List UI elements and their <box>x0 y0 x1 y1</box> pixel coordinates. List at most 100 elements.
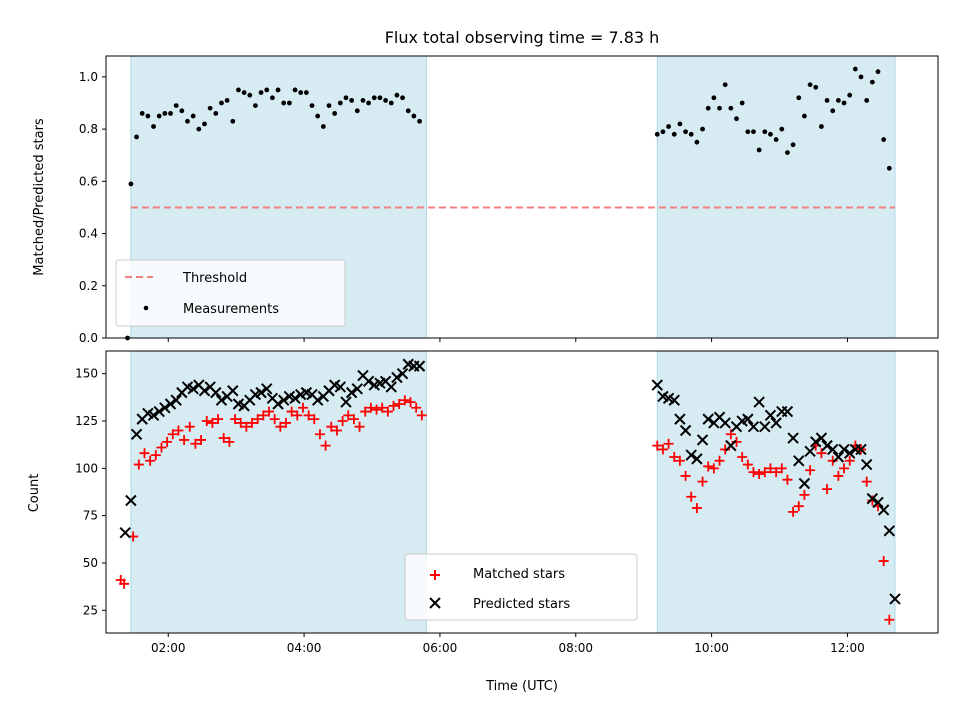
legend-matched-label: Matched stars <box>473 567 565 582</box>
predicted-stars-point <box>883 525 896 537</box>
predicted-stars-point <box>889 593 901 605</box>
measurements-point <box>734 116 739 122</box>
x-axis-label: Time (UTC) <box>485 679 558 694</box>
legend-predicted-label: Predicted stars <box>473 597 570 612</box>
measurements-point <box>717 105 722 111</box>
predicted-stars-point <box>770 417 782 429</box>
matched-stars-point <box>861 476 872 487</box>
top-panel: 0.0 0.2 0.4 0.6 0.8 1.0 <box>79 55 939 345</box>
matched-stars-point <box>331 425 342 436</box>
predicted-stars-point <box>668 394 680 406</box>
measurements-point <box>751 129 756 135</box>
legend-measurements-swatch <box>143 305 149 311</box>
measurements-point <box>258 90 264 95</box>
bottom-y-tick-label: 150 <box>75 367 98 381</box>
predicted-stars-point <box>125 494 137 507</box>
matched-stars-point <box>680 470 691 481</box>
matched-stars-point <box>652 440 663 451</box>
matched-stars-point <box>674 455 685 466</box>
predicted-stars-point <box>311 394 324 406</box>
measurements-point <box>337 100 343 106</box>
matched-stars-point <box>365 402 376 413</box>
measurements-point <box>858 74 864 80</box>
measurements-point <box>417 118 422 124</box>
matched-stars-point <box>156 442 167 453</box>
measurements-point <box>886 165 892 171</box>
measurements-point <box>264 87 270 93</box>
measurements-point <box>156 113 162 119</box>
matched-stars-point <box>754 469 765 480</box>
measurements-point <box>807 82 813 88</box>
measurements-point <box>315 113 321 119</box>
matched-stars-point <box>280 417 291 428</box>
predicted-stars-point <box>334 381 347 393</box>
measurements-point <box>162 111 168 116</box>
measurements-point <box>213 111 219 116</box>
measurements-point <box>824 97 830 103</box>
bottom-shaded-span-2 <box>656 350 896 634</box>
matched-stars-point <box>201 416 212 427</box>
predicted-stars-point <box>385 381 397 393</box>
measurements-point <box>869 79 875 85</box>
matched-stars-point <box>360 406 371 417</box>
measurements-point <box>173 103 179 109</box>
measurements-point <box>864 97 870 103</box>
matched-stars-point <box>269 414 280 425</box>
measurements-point <box>168 111 173 116</box>
measurements-point <box>190 113 196 119</box>
predicted-stars-point <box>753 396 765 408</box>
measurements-point <box>360 97 366 103</box>
predicted-stars-point <box>798 477 811 490</box>
predicted-stars-point <box>674 413 686 425</box>
measurements-point <box>349 97 355 103</box>
measurements-point <box>666 124 671 129</box>
predicted-stars-point <box>821 439 833 452</box>
measurements-point <box>230 118 236 124</box>
top-plot-frame <box>105 55 939 339</box>
matched-stars-point <box>748 467 759 478</box>
predicted-stars-point <box>815 432 828 444</box>
matched-stars-point <box>167 429 178 440</box>
measurements-point <box>286 100 292 106</box>
matched-stars-point <box>184 421 195 432</box>
matched-stars-point <box>771 467 782 478</box>
legend-bottom-frame <box>404 553 638 621</box>
predicted-stars-point <box>855 443 867 456</box>
matched-stars-point <box>213 414 224 425</box>
matched-stars-point <box>765 463 776 474</box>
predicted-stars-point <box>187 383 199 395</box>
measurements-point <box>677 121 683 127</box>
top-y-axis-label: Matched/Predicted stars <box>32 118 47 276</box>
measurements-point <box>779 126 785 132</box>
measurements-point <box>700 126 705 132</box>
predicted-stars-point <box>787 432 799 444</box>
matched-stars-point <box>258 410 269 421</box>
matched-stars-point <box>218 433 229 444</box>
matched-stars-point <box>776 463 787 474</box>
measurements-point <box>745 129 751 135</box>
predicted-stars-point <box>227 385 239 397</box>
predicted-stars-point <box>278 394 290 406</box>
measurements-point <box>320 124 326 129</box>
predicted-stars-point <box>804 445 816 458</box>
predicted-stars-point <box>215 394 228 406</box>
matched-stars-point <box>252 414 263 425</box>
matched-stars-point <box>382 406 393 417</box>
measurements-point <box>762 129 768 135</box>
measurements-point <box>830 108 836 114</box>
measurements-point <box>309 103 315 109</box>
legend-measurements-label: Measurements <box>183 302 279 317</box>
predicted-stars-point <box>685 449 697 461</box>
bottom-y-tick-label: 50 <box>83 556 98 570</box>
predicted-stars-point <box>843 447 856 459</box>
matched-stars-point <box>737 451 748 462</box>
predicted-stars-point <box>877 504 890 516</box>
top-y-tick-label: 1.0 <box>79 70 98 84</box>
measurements-point <box>694 139 700 145</box>
measurements-point <box>366 100 372 106</box>
legend-predicted-swatch <box>429 597 441 609</box>
predicted-stars-point <box>781 405 794 418</box>
predicted-stars-point <box>198 385 211 397</box>
predicted-stars-point <box>747 420 760 433</box>
matched-stars-point <box>275 421 286 432</box>
